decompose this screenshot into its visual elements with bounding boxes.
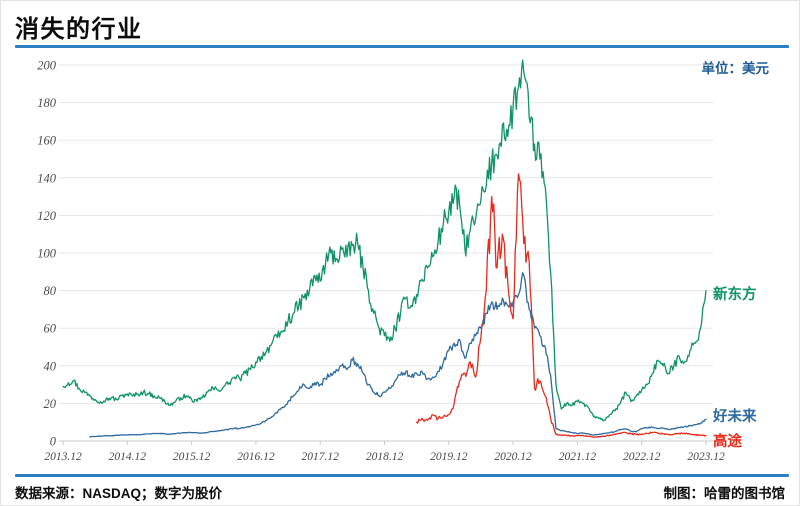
svg-text:2017.12: 2017.12: [302, 451, 340, 463]
svg-text:2022.12: 2022.12: [623, 451, 661, 463]
footer-rule-line: [15, 474, 789, 477]
svg-text:2018.12: 2018.12: [366, 451, 404, 463]
title-rule-line: [15, 45, 789, 48]
svg-text:160: 160: [37, 134, 57, 148]
svg-text:2016.12: 2016.12: [237, 451, 275, 463]
svg-text:2019.12: 2019.12: [430, 451, 468, 463]
svg-text:60: 60: [44, 322, 57, 336]
svg-text:2013.12: 2013.12: [44, 451, 82, 463]
series-label-xindongfang: 新东方: [713, 287, 757, 303]
svg-text:100: 100: [37, 247, 57, 261]
unit-label: 单位：美元: [701, 61, 770, 76]
svg-text:20: 20: [44, 397, 57, 411]
data-source-note: 数据来源：NASDAQ；数字为股价: [15, 486, 223, 501]
page-title: 消失的行业: [15, 16, 143, 43]
svg-text:2023.12: 2023.12: [687, 451, 725, 463]
svg-text:80: 80: [44, 284, 57, 298]
svg-text:2014.12: 2014.12: [109, 451, 147, 463]
svg-text:2015.12: 2015.12: [173, 451, 211, 463]
svg-text:2021.12: 2021.12: [559, 451, 597, 463]
series-label-haoweilai: 好未来: [713, 409, 757, 425]
credit-note: 制图：哈雷的图书馆: [663, 486, 786, 501]
svg-text:200: 200: [37, 59, 57, 73]
svg-text:0: 0: [50, 435, 57, 449]
svg-text:140: 140: [37, 171, 57, 185]
svg-text:180: 180: [37, 96, 57, 110]
svg-text:40: 40: [44, 359, 57, 373]
series-label-gaotu: 高途: [713, 434, 742, 450]
svg-text:2020.12: 2020.12: [494, 451, 532, 463]
svg-text:120: 120: [37, 209, 57, 223]
